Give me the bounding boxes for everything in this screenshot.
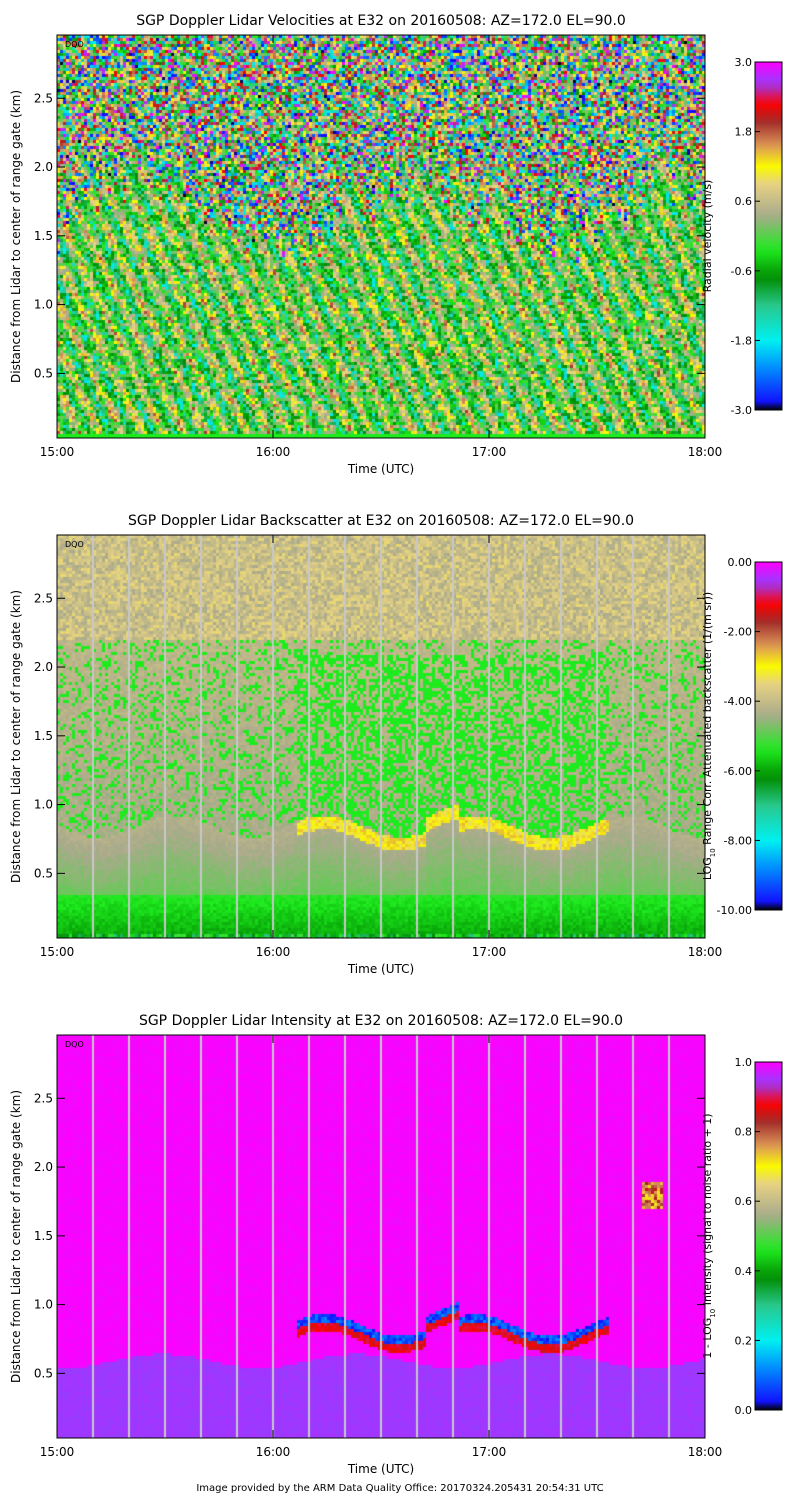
y-tick-label: 1.0 (34, 798, 53, 812)
y-tick-label: 2.5 (34, 591, 53, 605)
plot-frame (56, 34, 706, 439)
x-tick-label: 16:00 (256, 445, 291, 459)
x-axis-label: Time (UTC) (347, 962, 414, 976)
colorbar-tick-label: -8.00 (724, 834, 752, 847)
y-axis-label: Distance from Lidar to center of range g… (9, 1090, 23, 1383)
colorbar-tick-label: -1.8 (731, 334, 752, 347)
colorbar-tick-label: 0.8 (735, 1126, 753, 1139)
x-tick-label: 16:00 (256, 945, 291, 959)
x-tick-label: 17:00 (472, 445, 507, 459)
y-tick-label: 1.5 (34, 229, 53, 243)
x-tick-label: 17:00 (472, 1445, 507, 1459)
plot-frame (56, 534, 706, 939)
dqo-label: DQO (65, 40, 84, 49)
chart-axes: SGP Doppler Lidar Backscatter at E32 on … (9, 513, 783, 976)
x-tick-label: 15:00 (40, 945, 75, 959)
colorbar (754, 61, 783, 411)
x-axis-label: Time (UTC) (347, 1462, 414, 1476)
y-tick-label: 1.5 (34, 729, 53, 743)
colorbar-label: Radial velocity (m/s) (701, 180, 714, 293)
heatmap-image (57, 1035, 705, 1438)
colorbar-tick-label: 0.6 (735, 195, 753, 208)
y-axis-label: Distance from Lidar to center of range g… (9, 590, 23, 883)
colorbar-tick-label: 0.00 (728, 556, 753, 569)
colorbar (754, 561, 783, 911)
x-axis-label: Time (UTC) (347, 462, 414, 476)
colorbar-tick-label: -2.00 (724, 626, 752, 639)
chart-panel-3: SGP Doppler Lidar Intensity at E32 on 20… (0, 1000, 800, 1500)
heatmap-image (57, 535, 705, 938)
colorbar-tick-label: -4.00 (724, 695, 752, 708)
x-tick-label: 15:00 (40, 1445, 75, 1459)
y-tick-label: 2.0 (34, 160, 53, 174)
x-tick-label: 18:00 (688, 445, 723, 459)
chart-axes: SGP Doppler Lidar Velocities at E32 on 2… (9, 13, 783, 476)
x-tick-label: 18:00 (688, 1445, 723, 1459)
colorbar-tick-label: 3.0 (735, 56, 753, 69)
chart-title: SGP Doppler Lidar Intensity at E32 on 20… (139, 1013, 623, 1029)
chart-title: SGP Doppler Lidar Velocities at E32 on 2… (136, 13, 626, 29)
colorbar-tick-label: -3.0 (731, 404, 752, 417)
plot-frame (56, 1034, 706, 1439)
dqo-label: DQO (65, 1040, 84, 1049)
x-tick-label: 17:00 (472, 945, 507, 959)
chart-panel-2: SGP Doppler Lidar Backscatter at E32 on … (0, 500, 800, 1000)
colorbar-tick-label: -10.00 (717, 904, 752, 917)
y-tick-label: 2.0 (34, 660, 53, 674)
chart-axes: SGP Doppler Lidar Intensity at E32 on 20… (9, 1013, 783, 1476)
colorbar (754, 1061, 783, 1411)
colorbar-tick-label: 0.2 (735, 1334, 753, 1347)
y-tick-label: 2.0 (34, 1160, 53, 1174)
y-tick-label: 1.0 (34, 298, 53, 312)
colorbar-label: 1 - LOG10 Intensity (signal to noise rat… (701, 1113, 717, 1358)
colorbar-tick-label: 0.4 (735, 1265, 753, 1278)
y-tick-label: 1.0 (34, 1298, 53, 1312)
y-tick-label: 0.5 (34, 1366, 53, 1380)
x-tick-label: 15:00 (40, 445, 75, 459)
colorbar-tick-label: 1.0 (735, 1056, 753, 1069)
colorbar-tick-label: 0.0 (735, 1404, 753, 1417)
chart-title: SGP Doppler Lidar Backscatter at E32 on … (128, 513, 634, 529)
y-tick-label: 2.5 (34, 1091, 53, 1105)
colorbar-label: LOG10 Range Corr. Attenuated backscatter… (701, 592, 717, 880)
x-tick-label: 18:00 (688, 945, 723, 959)
y-tick-label: 0.5 (34, 366, 53, 380)
y-tick-label: 2.5 (34, 91, 53, 105)
colorbar-tick-label: -0.6 (731, 265, 752, 278)
footer-credit: Image provided by the ARM Data Quality O… (196, 1483, 604, 1494)
colorbar-tick-label: 0.6 (735, 1195, 753, 1208)
colorbar-tick-label: 1.8 (735, 126, 753, 139)
dqo-label: DQO (65, 540, 84, 549)
heatmap-image (57, 35, 705, 438)
y-axis-label: Distance from Lidar to center of range g… (9, 90, 23, 383)
colorbar-tick-label: -6.00 (724, 765, 752, 778)
x-tick-label: 16:00 (256, 1445, 291, 1459)
chart-panel-1: SGP Doppler Lidar Velocities at E32 on 2… (0, 0, 800, 500)
y-tick-label: 0.5 (34, 866, 53, 880)
y-tick-label: 1.5 (34, 1229, 53, 1243)
